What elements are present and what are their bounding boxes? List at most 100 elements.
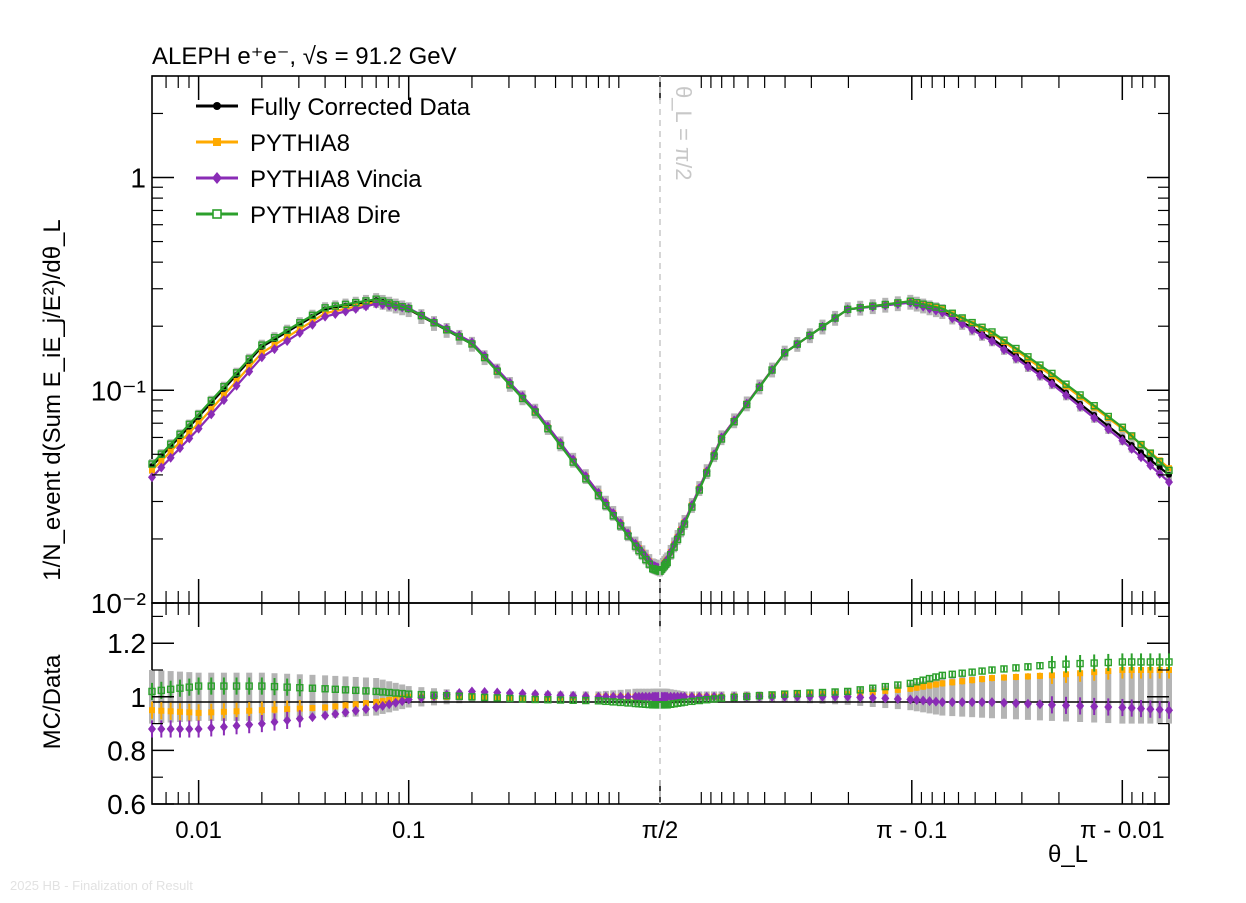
main-point-dire <box>1012 344 1020 353</box>
ratio-point-vincia <box>148 723 156 734</box>
ratio-band-cell <box>258 672 265 721</box>
ratio-point-dire <box>556 696 565 704</box>
main-point-dire <box>793 340 801 348</box>
x-tick-label: π/2 <box>642 817 679 844</box>
main-data-band <box>149 293 1172 577</box>
legend: Fully Corrected Data PYTHIA8 PYTHIA8 Vinci… <box>196 94 471 229</box>
ratio-band-cell <box>271 673 278 721</box>
main-point-dire <box>806 331 814 340</box>
ratio-point-dire <box>283 683 291 691</box>
ratio-band-cell <box>1012 674 1019 720</box>
main-point-vincia <box>185 433 194 444</box>
ratio-point-dire <box>1118 658 1127 666</box>
main-point-dire <box>673 535 682 544</box>
ratio-y-tick-label: 1 <box>130 682 146 713</box>
ratio-point-pythia8 <box>176 708 183 715</box>
ratio-band-cell <box>342 676 349 718</box>
main-point-dire <box>978 323 986 331</box>
ratio-point-pythia8 <box>869 688 876 695</box>
ratio-point-vincia <box>919 695 928 706</box>
main-point-vincia <box>1062 390 1071 401</box>
main-point-dire <box>148 460 156 468</box>
main-point-dire <box>702 469 711 477</box>
ratio-point-pythia8 <box>362 700 369 707</box>
ratio-point-vincia <box>257 718 266 729</box>
ratio-point-dire <box>148 687 156 696</box>
ratio-point-dire <box>518 695 527 703</box>
ratio-point-pythia8 <box>939 680 946 687</box>
ratio-point-dire <box>602 697 610 706</box>
ratio-point-dire <box>185 683 193 691</box>
ratio-point-vincia <box>948 697 957 708</box>
ratio-point-vincia <box>1011 698 1020 709</box>
main-point-dire <box>493 367 501 375</box>
ratio-point-dire <box>296 683 304 692</box>
ratio-point-pythia8 <box>195 709 202 716</box>
main-point-pythia8 <box>1000 338 1007 345</box>
main-point-pythia8 <box>1012 347 1019 354</box>
ratio-point-dire <box>166 685 175 693</box>
main-point-vincia <box>175 443 184 454</box>
main-point-pythia8 <box>988 330 995 337</box>
ratio-point-pythia8 <box>894 686 901 693</box>
ratio-point-vincia <box>308 712 317 723</box>
ratio-point-vincia <box>1118 702 1127 713</box>
main-point-dire <box>506 381 514 389</box>
main-point-dire <box>556 441 565 450</box>
main-point-dire <box>602 501 610 510</box>
ratio-point-vincia <box>594 691 603 702</box>
main-point-dire <box>624 532 632 540</box>
ratio-point-vincia <box>157 723 166 734</box>
ratio-point-vincia <box>351 705 360 716</box>
ratio-point-pythia8 <box>220 708 227 715</box>
chart-header: ALEPH e⁺e⁻, √s = 91.2 GeV <box>152 43 457 70</box>
ratio-y-tick-label: 0.6 <box>107 789 146 820</box>
main-point-pythia8 <box>176 439 183 446</box>
ratio-point-dire <box>341 686 350 694</box>
ratio-band-cell <box>939 678 946 716</box>
ratio-point-vincia <box>283 715 292 726</box>
legend-label: PYTHIA8 Dire <box>250 202 401 229</box>
main-point-dire <box>843 305 852 314</box>
main-point-dire <box>531 408 539 416</box>
main-point-dire <box>894 299 902 307</box>
main-y-tick-label: 10⁻¹ <box>91 375 146 406</box>
ratio-band-cell <box>1105 670 1112 724</box>
main-point-dire <box>594 491 603 500</box>
main-point-dire <box>194 410 203 419</box>
main-point-dire <box>869 302 877 310</box>
main-point-vincia <box>372 298 381 309</box>
main-point-dire <box>958 314 966 322</box>
main-point-dire <box>417 311 426 320</box>
main-point-dire <box>321 304 329 312</box>
ratio-point-dire <box>308 684 317 692</box>
main-point-dire <box>1090 402 1098 410</box>
ratio-point-dire <box>531 695 539 704</box>
ratio-band-cell <box>296 674 303 720</box>
ratio-point-dire <box>455 692 463 700</box>
ratio-point-dire <box>856 686 864 694</box>
main-point-vincia <box>351 303 360 314</box>
main-point-dire <box>1024 353 1032 361</box>
main-point-pythia8 <box>1166 465 1172 472</box>
ratio-point-pythia8 <box>284 706 291 713</box>
ratio-point-pythia8 <box>1048 672 1055 679</box>
main-point-dire <box>666 551 675 559</box>
main-point-dire <box>308 311 317 319</box>
main-point-dire <box>1127 432 1136 440</box>
main-point-dire <box>968 318 976 327</box>
ratio-point-dire <box>958 669 966 677</box>
ratio-band-cell <box>246 672 253 721</box>
main-point-dire <box>207 396 215 405</box>
main-point-vincia <box>1047 379 1056 390</box>
ratio-point-vincia <box>1076 700 1085 711</box>
ratio-band-cell <box>332 675 339 718</box>
ratio-point-vincia <box>391 697 400 708</box>
ratio-band-cell <box>186 672 193 722</box>
ratio-point-pythia8 <box>920 683 927 690</box>
main-point-vincia <box>505 377 514 388</box>
ratio-y-tick-label: 1.2 <box>107 628 146 659</box>
ratio-point-dire <box>468 693 476 701</box>
ratio-point-dire <box>695 696 703 705</box>
main-point-vincia <box>1011 353 1020 364</box>
